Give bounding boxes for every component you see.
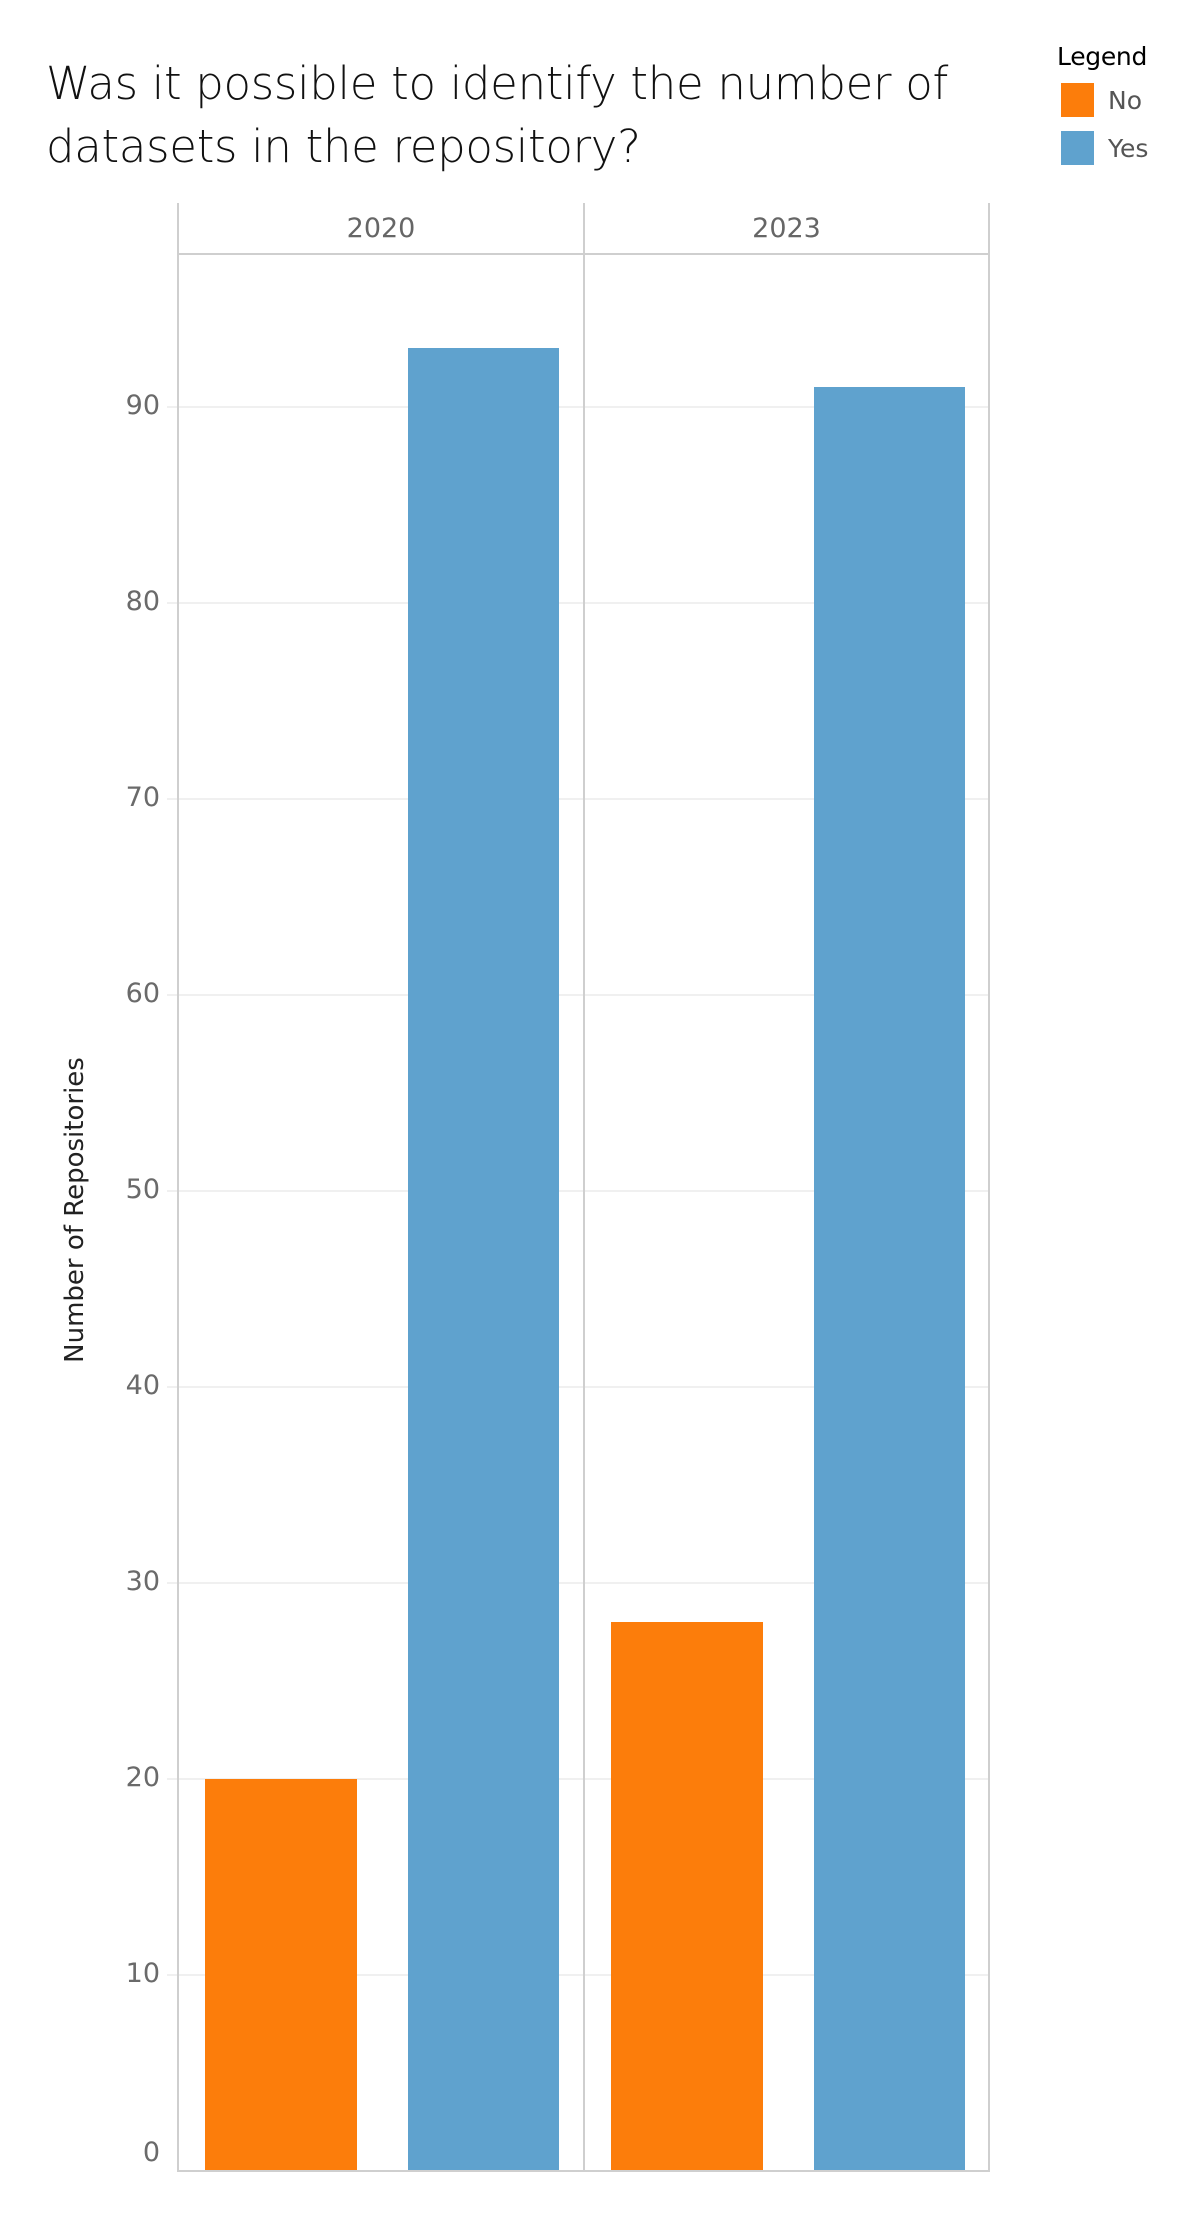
panel-header-2020: 2020 [346,213,416,244]
legend-title: Legend [1057,42,1148,71]
gridline-60 [167,994,988,996]
panel-divider [583,203,585,2172]
y-tick-label: 50 [125,1174,160,1205]
bar-2020-no[interactable] [205,1779,357,2170]
legend-label-no: No [1108,85,1142,115]
gridline-80 [167,602,988,604]
y-tick-label: 40 [125,1370,160,1401]
panel-left-border [177,203,179,2172]
bar-2020-yes[interactable] [408,348,559,2170]
legend-item-yes[interactable]: Yes [1061,131,1148,165]
y-axis-title: Number of Repositories [60,1057,90,1363]
legend-swatch-yes [1061,131,1094,165]
y-tick-label: 80 [125,586,160,617]
gridline-20 [167,1778,988,1780]
bar-2023-no[interactable] [611,1622,763,2170]
gridline-40 [167,1386,988,1388]
y-tick-label: 70 [125,782,160,813]
gridline-90 [167,406,988,408]
panel-right-border [988,203,990,2172]
y-tick-label: 10 [125,1958,160,1989]
header-separator [177,253,990,255]
legend-label-yes: Yes [1108,133,1149,163]
gridline-10 [167,1974,988,1976]
y-tick-label: 20 [125,1762,160,1793]
legend: Legend No Yes [1057,42,1148,165]
gridline-30 [167,1582,988,1584]
gridline-50 [167,1190,988,1192]
chart-title: Was it possible to identify the number o… [46,52,1006,178]
x-axis-baseline [177,2170,990,2172]
y-tick-label: 30 [125,1566,160,1597]
panel-header-2023: 2023 [752,213,821,244]
y-tick-label: 90 [125,390,160,421]
chart-title-line-1: Was it possible to identify the number o… [46,57,948,110]
y-tick-label: 60 [125,978,160,1009]
y-tick-label: 0 [142,2137,160,2168]
legend-swatch-no [1061,83,1094,117]
chart-title-line-2: datasets in the repository? [46,120,641,173]
legend-item-no[interactable]: No [1061,83,1142,117]
gridline-70 [167,798,988,800]
bar-2023-yes[interactable] [814,387,965,2170]
